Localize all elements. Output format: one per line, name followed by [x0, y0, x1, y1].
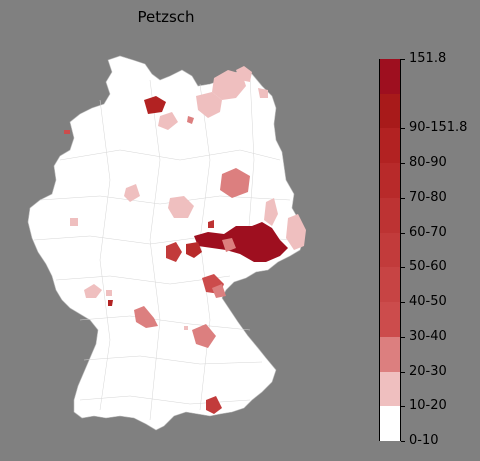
district-region: [258, 88, 268, 98]
legend-tick: [401, 128, 405, 129]
legend-tick: [401, 302, 405, 303]
district-region: [134, 306, 158, 328]
legend-tick-label: 0-10: [409, 433, 439, 448]
legend-segment: [380, 197, 400, 233]
legend-segment: [380, 163, 400, 198]
legend-tick-label: 50-60: [409, 259, 447, 274]
legend-tick: [401, 198, 405, 199]
legend-tick: [401, 441, 405, 442]
legend-tick: [401, 372, 405, 373]
colorbar-legend: [379, 59, 401, 441]
legend-segment: [380, 336, 400, 372]
district-region: [184, 326, 188, 330]
legend-tick: [401, 163, 405, 164]
germany-outline: [27, 55, 305, 431]
legend-segment: [380, 302, 400, 337]
legend-tick: [401, 233, 405, 234]
district-region: [84, 284, 102, 298]
district-region: [212, 70, 246, 100]
legend-tick-label: 70-80: [409, 190, 447, 205]
district-region: [286, 214, 306, 250]
legend-tick-label: 151.8: [409, 51, 447, 66]
legend-segment: [380, 406, 400, 441]
district-region: [194, 222, 288, 262]
district-region: [222, 238, 236, 252]
district-region: [206, 396, 222, 414]
legend-tick: [401, 337, 405, 338]
district-region: [166, 242, 182, 262]
legend-segment: [380, 128, 400, 164]
district-region: [108, 300, 113, 306]
legend-tick-label: 60-70: [409, 225, 447, 240]
legend-tick: [401, 267, 405, 268]
district-region: [196, 92, 222, 118]
germany-district-map: [27, 55, 306, 431]
highlighted-districts: [64, 66, 306, 414]
district-region: [106, 290, 112, 296]
district-region: [220, 168, 250, 198]
legend-tick: [401, 406, 405, 407]
district-region: [208, 220, 214, 228]
district-region: [187, 116, 194, 124]
legend-tick-label: 20-30: [409, 364, 447, 379]
legend-segment: [380, 93, 400, 129]
legend-segment: [380, 59, 400, 94]
map-title: Petzsch: [137, 8, 195, 26]
legend-tick-label: 30-40: [409, 329, 447, 344]
legend-tick-label: 40-50: [409, 294, 447, 309]
legend-segment: [380, 232, 400, 268]
legend-tick: [401, 59, 405, 60]
district-region: [186, 242, 202, 258]
legend-tick-label: 10-20: [409, 398, 447, 413]
district-region: [236, 66, 252, 82]
district-region: [158, 112, 178, 130]
legend-tick-label: 80-90: [409, 155, 447, 170]
district-region: [64, 130, 70, 134]
legend-segment: [380, 267, 400, 303]
district-region: [124, 184, 140, 202]
district-region: [70, 218, 78, 226]
legend-segment: [380, 371, 400, 407]
district-region: [264, 198, 278, 226]
district-region: [192, 324, 216, 348]
district-region: [168, 196, 194, 218]
district-region: [144, 96, 166, 114]
legend-tick-label: 90-151.8: [409, 120, 468, 135]
district-region: [212, 284, 226, 298]
